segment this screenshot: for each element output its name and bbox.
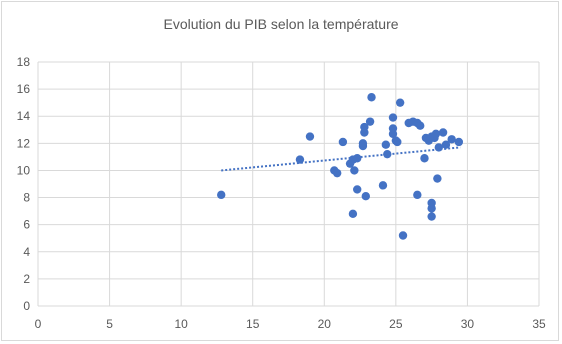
data-point xyxy=(441,140,451,149)
y-tick-label: 8 xyxy=(23,191,30,205)
y-tick-label: 2 xyxy=(23,272,30,286)
y-tick-label: 6 xyxy=(23,218,30,232)
trendline xyxy=(221,146,461,172)
x-tick-label: 30 xyxy=(461,317,475,331)
data-point xyxy=(358,139,368,148)
data-point xyxy=(353,154,362,163)
data-point xyxy=(383,149,392,159)
data-point xyxy=(413,190,422,200)
x-tick-label: 5 xyxy=(106,317,113,331)
data-point xyxy=(388,113,398,122)
x-tick-label: 25 xyxy=(389,317,403,331)
data-point xyxy=(365,117,375,126)
data-point xyxy=(420,154,429,163)
data-point xyxy=(361,192,370,201)
x-tick-label: 10 xyxy=(174,317,188,331)
x-tick-label: 20 xyxy=(318,317,332,331)
data-point xyxy=(381,140,391,149)
data-point xyxy=(427,212,436,221)
data-point xyxy=(388,129,398,139)
y-tick-label: 12 xyxy=(17,136,31,150)
data-point xyxy=(350,166,359,175)
data-point xyxy=(338,137,348,147)
data-point xyxy=(295,155,305,164)
x-tick-label: 15 xyxy=(246,317,260,331)
y-tick-label: 0 xyxy=(23,299,30,313)
data-point xyxy=(438,128,448,137)
data-point xyxy=(367,93,376,102)
data-point xyxy=(360,122,369,132)
y-tick-label: 14 xyxy=(17,109,31,123)
data-point xyxy=(415,121,425,130)
y-tick-label: 4 xyxy=(23,245,30,259)
data-point xyxy=(447,135,456,144)
data-point xyxy=(332,168,342,178)
data-point xyxy=(431,129,441,139)
data-point xyxy=(454,137,464,147)
chart-title: Evolution du PIB selon la température xyxy=(163,16,399,32)
data-point xyxy=(427,204,436,213)
data-point xyxy=(348,209,358,219)
y-tick-label: 16 xyxy=(17,82,31,96)
data-point xyxy=(393,137,402,147)
data-point xyxy=(433,174,442,183)
data-point xyxy=(305,132,315,141)
y-tick-label: 18 xyxy=(17,55,31,69)
data-point xyxy=(217,190,226,200)
x-tick-label: 35 xyxy=(532,317,546,331)
x-tick-label: 0 xyxy=(35,317,42,331)
data-point xyxy=(353,185,362,194)
y-tick-label: 10 xyxy=(17,163,31,177)
data-point xyxy=(434,143,443,152)
data-point xyxy=(378,181,388,190)
data-point xyxy=(398,231,408,240)
data-point xyxy=(395,98,405,107)
